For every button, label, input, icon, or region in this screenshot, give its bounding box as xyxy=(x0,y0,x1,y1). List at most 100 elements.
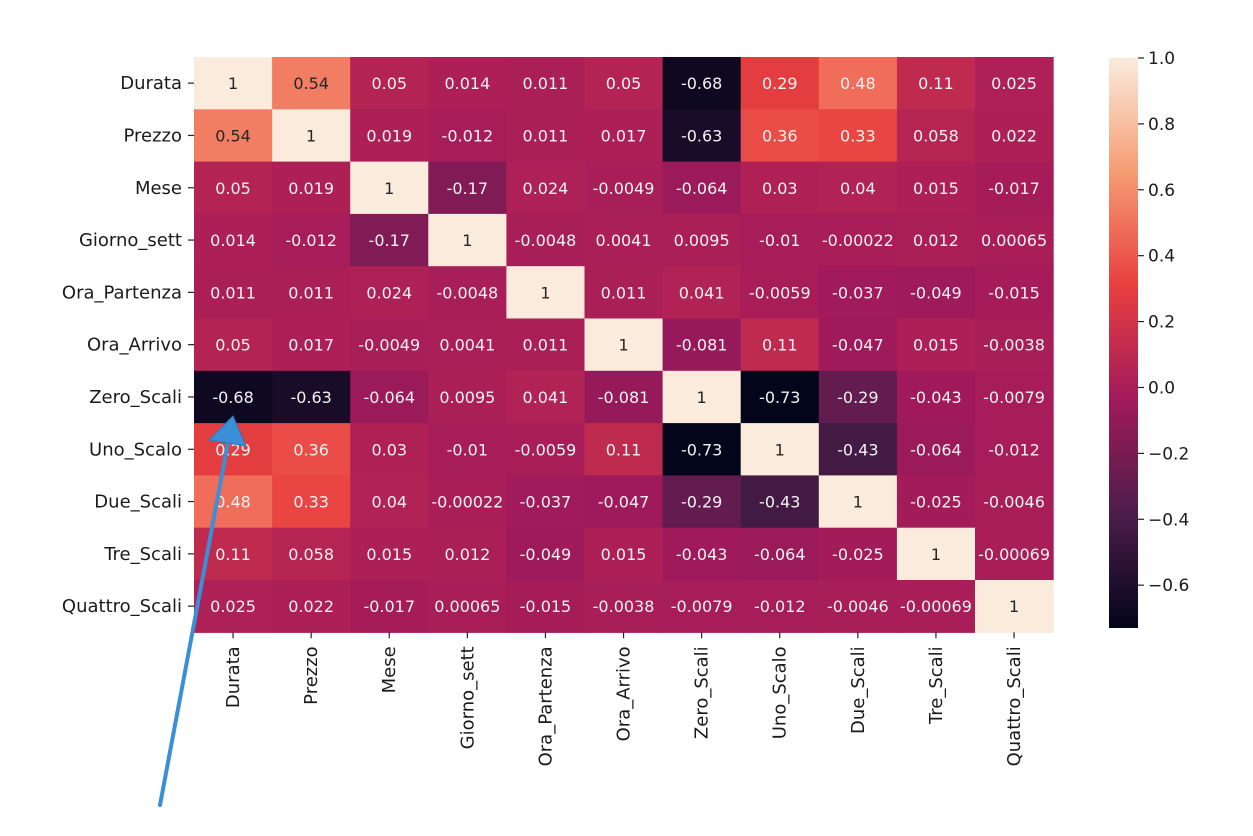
cell-value-label: 0.03 xyxy=(371,440,407,459)
heatmap-cell xyxy=(350,580,429,633)
heatmap-cell xyxy=(350,370,429,424)
cell-value-label: -0.025 xyxy=(832,545,884,564)
heatmap-cell xyxy=(428,370,507,424)
cell-value-label: -0.081 xyxy=(598,388,650,407)
heatmap-cell xyxy=(506,475,586,529)
cell-value-label: 0.017 xyxy=(601,126,647,145)
heatmap-cell xyxy=(428,318,507,372)
row-label: Prezzo xyxy=(123,125,182,146)
column-label: Due_Scali xyxy=(848,646,869,734)
heatmap-cell xyxy=(896,370,976,424)
cell-value-label: -0.17 xyxy=(447,179,488,198)
cell-value-label: 0.011 xyxy=(288,283,334,302)
heatmap-cell xyxy=(896,527,976,581)
column-label: Quattro_Scali xyxy=(1004,646,1025,766)
cell-value-label: -0.037 xyxy=(520,493,572,512)
colorbar: 1.0 0.8 0.6 0.4 0.2 0.0 −0.2 −0.4 −0.6 xyxy=(1109,49,1189,628)
cell-value-label: -0.037 xyxy=(832,283,884,302)
heatmap-cell xyxy=(506,423,586,476)
heatmap-cell xyxy=(584,475,664,529)
heatmap-cell xyxy=(975,213,1054,267)
cell-value-label: 0.05 xyxy=(606,74,642,93)
cell-value-label: -0.081 xyxy=(676,336,728,355)
cell-value-label: 1 xyxy=(853,493,863,512)
cell-value-label: 0.058 xyxy=(288,545,334,564)
cell-value-label: 0.011 xyxy=(523,74,569,93)
cell-value-label: -0.012 xyxy=(754,597,806,616)
heatmap-cell xyxy=(818,370,898,424)
heatmap-cell xyxy=(194,580,273,633)
cell-value-label: -0.017 xyxy=(363,597,415,616)
row-label: Ora_Partenza xyxy=(62,282,182,303)
cell-value-label: -0.00069 xyxy=(900,597,972,616)
heatmap-cell xyxy=(272,161,351,215)
cell-value-label: -0.29 xyxy=(837,388,878,407)
heatmap-cell xyxy=(662,266,742,320)
cell-value-label: 0.024 xyxy=(366,283,412,302)
colorbar-tick-label: 0.6 xyxy=(1148,181,1175,201)
heatmap-cell xyxy=(896,213,976,267)
cell-value-label: 0.04 xyxy=(840,179,876,198)
heatmap-cell xyxy=(818,527,898,581)
heatmap-cell xyxy=(272,370,351,424)
cell-value-label: 0.05 xyxy=(215,336,251,355)
cell-value-label: 0.058 xyxy=(913,126,959,145)
cell-value-label: 0.0095 xyxy=(674,231,730,250)
cell-value-label: -0.01 xyxy=(759,231,800,250)
heatmap-cell xyxy=(740,109,820,163)
cell-value-label: -0.0079 xyxy=(671,597,733,616)
heatmap-cell xyxy=(194,109,273,163)
heatmap-cell xyxy=(428,57,507,110)
cell-value-label: 0.017 xyxy=(288,336,334,355)
heatmap-cell xyxy=(584,57,664,110)
colorbar-tick-label: 0.0 xyxy=(1148,378,1175,398)
heatmap-cell xyxy=(818,475,898,529)
cell-value-label: -0.63 xyxy=(290,388,331,407)
column-label: Zero_Scali xyxy=(692,646,713,739)
heatmap-cell xyxy=(975,527,1054,581)
cell-value-label: -0.68 xyxy=(212,388,253,407)
arrow-shaft xyxy=(158,430,232,807)
cell-value-label: -0.43 xyxy=(837,440,878,459)
heatmap-cell xyxy=(740,475,820,529)
cell-value-label: -0.049 xyxy=(520,545,572,564)
cell-value-label: 0.05 xyxy=(215,179,251,198)
cell-value-label: -0.73 xyxy=(759,388,800,407)
heatmap-cell xyxy=(428,580,507,633)
heatmap-cell xyxy=(740,266,820,320)
colorbar-tick-label: 0.4 xyxy=(1148,247,1175,267)
cell-value-label: 0.11 xyxy=(606,440,642,459)
heatmap-cell xyxy=(662,109,742,163)
cell-value-label: 0.015 xyxy=(913,179,959,198)
cell-value-label: 0.011 xyxy=(523,336,569,355)
cell-value-label: -0.63 xyxy=(681,126,722,145)
heatmap-cell xyxy=(740,161,820,215)
cell-value-label: -0.012 xyxy=(988,440,1040,459)
column-label: Durata xyxy=(223,646,244,708)
cell-value-label: 0.011 xyxy=(601,283,647,302)
heatmap-cell xyxy=(662,213,742,267)
heatmap-cell xyxy=(740,57,820,110)
colorbar-tick-label: −0.4 xyxy=(1148,510,1189,530)
cell-value-label: -0.00022 xyxy=(822,231,894,250)
heatmap-cell xyxy=(272,57,351,110)
heatmap-cell xyxy=(818,580,898,633)
row-label: Zero_Scali xyxy=(89,387,182,408)
cell-value-label: -0.047 xyxy=(832,336,884,355)
cell-value-label: 1 xyxy=(384,179,394,198)
cell-value-label: -0.0048 xyxy=(436,283,498,302)
heatmap-cell xyxy=(740,580,820,633)
heatmap-cell xyxy=(662,161,742,215)
row-label: Uno_Scalo xyxy=(89,439,182,460)
cell-value-label: 0.041 xyxy=(679,283,725,302)
column-labels: Durata Prezzo Mese Giorno_sett Ora_Partenza O… xyxy=(223,632,1025,766)
heatmap-cell xyxy=(584,161,664,215)
heatmap-cell xyxy=(350,213,429,267)
heatmap-cell xyxy=(584,109,664,163)
cell-value-label: -0.015 xyxy=(988,283,1040,302)
heatmap-cell xyxy=(818,109,898,163)
heatmap-cell xyxy=(194,370,273,424)
row-label: Tre_Scali xyxy=(103,544,182,565)
column-label: Tre_Scali xyxy=(926,646,947,725)
cell-value-label: 0.03 xyxy=(762,179,798,198)
